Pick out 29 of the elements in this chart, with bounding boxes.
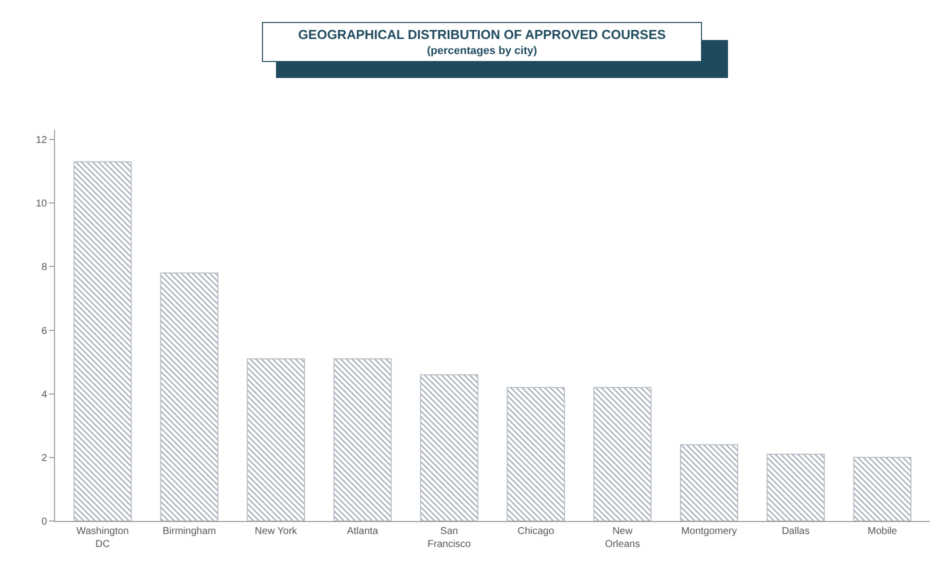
chart-subtitle: (percentages by city): [426, 45, 538, 57]
bar: [160, 272, 218, 521]
x-tick-label: San Francisco: [428, 526, 472, 550]
x-tick-label: Mobile: [868, 526, 898, 537]
y-tick-label: 6: [41, 326, 48, 337]
x-tick-label: New Orleans: [604, 526, 640, 550]
x-tick-label: Birmingham: [162, 526, 216, 537]
bar: [333, 358, 392, 521]
y-tick-label: 12: [36, 135, 48, 146]
chart-title: GEOGRAPHICAL DISTRIBUTION OF APPROVED COURSES: [297, 27, 667, 42]
x-tick-label: New York: [254, 526, 298, 537]
x-tick-label: Dallas: [782, 526, 810, 537]
y-tick-label: 4: [41, 389, 48, 400]
y-tick-label: 0: [41, 516, 48, 528]
y-tick-label: 2: [41, 452, 48, 464]
x-tick-label: Washington DC: [76, 526, 129, 550]
bar: [74, 161, 132, 521]
bar: [680, 444, 738, 521]
y-tick-label: 10: [36, 198, 48, 210]
bar: [853, 456, 912, 521]
y-tick-label: 8: [41, 262, 48, 274]
x-tick-label: Montgomery: [681, 526, 737, 537]
bar: [246, 358, 305, 521]
bar: [766, 454, 825, 521]
x-tick-label: Chicago: [517, 526, 555, 537]
x-tick-label: Atlanta: [346, 526, 379, 537]
bar: [506, 386, 565, 521]
bar: [420, 374, 478, 521]
bar: [593, 386, 652, 521]
